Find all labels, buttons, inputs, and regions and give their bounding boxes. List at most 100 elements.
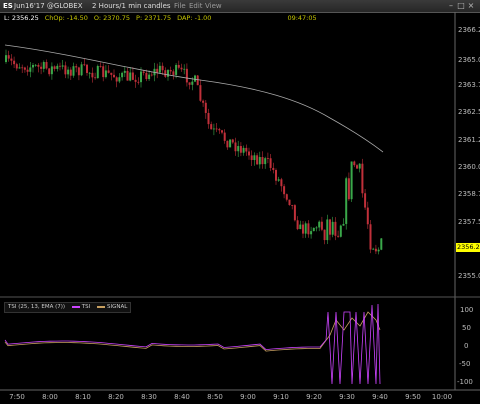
candle-body — [185, 68, 188, 83]
time-tick: 7:50 — [9, 393, 25, 401]
last-price: L: 2356.25 — [4, 14, 39, 22]
time-tick: 9:10 — [273, 393, 289, 401]
candle-body — [42, 62, 45, 69]
candle-body — [7, 55, 10, 59]
candle-body — [48, 68, 51, 75]
candle-body — [69, 69, 72, 76]
candle-body — [212, 128, 215, 130]
indicator-tick: 50 — [462, 324, 471, 332]
candle-body — [302, 224, 304, 234]
candle-body — [307, 223, 310, 235]
candle-body — [29, 67, 32, 72]
candle-body — [172, 71, 175, 75]
time-tick: 8:20 — [108, 393, 124, 401]
candle-body — [331, 221, 334, 235]
candle-body — [150, 74, 153, 76]
symbol-label[interactable]: ES — [3, 2, 13, 10]
candle-body — [253, 155, 256, 161]
time-tick: 10:00 — [431, 393, 453, 401]
candle-body — [99, 65, 102, 67]
candle-body — [339, 225, 342, 237]
candle-body — [366, 207, 369, 225]
candle-body — [123, 70, 126, 73]
candle-body — [196, 75, 199, 86]
candle-body — [377, 249, 380, 252]
menu-file[interactable]: File — [174, 2, 186, 10]
timeframe-label[interactable]: 2 Hours/1 min candles — [92, 2, 171, 10]
candle-body — [40, 66, 43, 69]
candle-body — [191, 81, 194, 85]
indicator-name: TSI — [8, 304, 17, 310]
menu-edit[interactable]: Edit — [189, 2, 203, 10]
indicator-params: (25, 13, EMA (7)) — [18, 304, 66, 310]
candle-body — [221, 130, 223, 133]
price-tick: 2365.0 — [458, 56, 480, 64]
candle-body — [380, 238, 383, 250]
maximize-icon[interactable]: □ — [457, 1, 465, 10]
price-tick: 2363.7 — [458, 81, 480, 89]
candle-body — [207, 112, 210, 125]
candle-body — [320, 221, 323, 230]
candle-body — [94, 77, 97, 79]
quote-strip: L: 2356.25 ChOp: -14.50 O: 2370.75 P: 2371.… — [4, 14, 323, 22]
close-icon[interactable]: × — [467, 1, 475, 10]
candle-body — [175, 64, 178, 75]
indicator-legend[interactable]: TSI (25, 13, EMA (7)) TSI SIGNAL — [4, 302, 132, 313]
price-tick: 2360.0 — [458, 163, 480, 171]
candle-body — [50, 66, 53, 75]
time-tick: 9:40 — [372, 393, 388, 401]
candle-body — [204, 102, 207, 113]
candle-body — [21, 67, 24, 69]
price-tick: 2361.2 — [458, 136, 480, 144]
candle-body — [258, 157, 261, 165]
candle-body — [280, 179, 283, 187]
candle-body — [210, 124, 213, 130]
menu-view[interactable]: View — [205, 2, 222, 10]
candle-body — [134, 79, 137, 82]
candle-body — [113, 74, 115, 78]
candle-body — [283, 186, 286, 195]
contract-label[interactable]: Jun16'17 @GLOBEX — [14, 2, 83, 10]
candle-body — [337, 235, 340, 237]
candle-body — [131, 72, 134, 80]
candle-body — [32, 65, 34, 68]
candle-body — [226, 140, 229, 148]
candle-body — [310, 231, 313, 235]
candle-body — [180, 67, 183, 70]
candle-body — [272, 167, 275, 170]
candle-body — [23, 67, 26, 70]
candle-body — [115, 77, 118, 82]
candle-body — [61, 65, 64, 67]
candle-body — [37, 64, 40, 67]
candle-body — [202, 100, 205, 103]
candle-body — [374, 248, 377, 252]
minimize-icon[interactable]: – — [449, 1, 453, 10]
time-tick: 8:50 — [207, 393, 223, 401]
candle-body — [229, 139, 232, 148]
candle-body — [296, 220, 299, 230]
last-price-marker: 2356.2 — [456, 243, 480, 252]
candle-body — [304, 223, 307, 234]
tsi-legend-label: TSI — [81, 304, 91, 310]
price2-value: P: 2371.75 — [136, 14, 172, 22]
signal-line — [4, 311, 381, 352]
candle-body — [15, 64, 18, 69]
candle-body — [261, 157, 264, 165]
candle-body — [142, 71, 145, 73]
signal-swatch — [97, 305, 106, 308]
candlesticks — [5, 49, 383, 255]
candle-body — [323, 229, 326, 241]
candle-body — [183, 68, 186, 70]
candle-body — [285, 194, 288, 200]
candle-body — [345, 178, 348, 224]
time-tick: 9:00 — [240, 393, 256, 401]
dap-value: DAP: -1.00 — [177, 14, 212, 22]
candle-body — [67, 69, 70, 75]
candle-body — [26, 69, 29, 72]
candle-body — [288, 199, 291, 206]
candle-body — [145, 72, 148, 80]
candle-body — [56, 65, 59, 69]
candle-body — [102, 66, 105, 78]
candle-body — [72, 66, 75, 76]
